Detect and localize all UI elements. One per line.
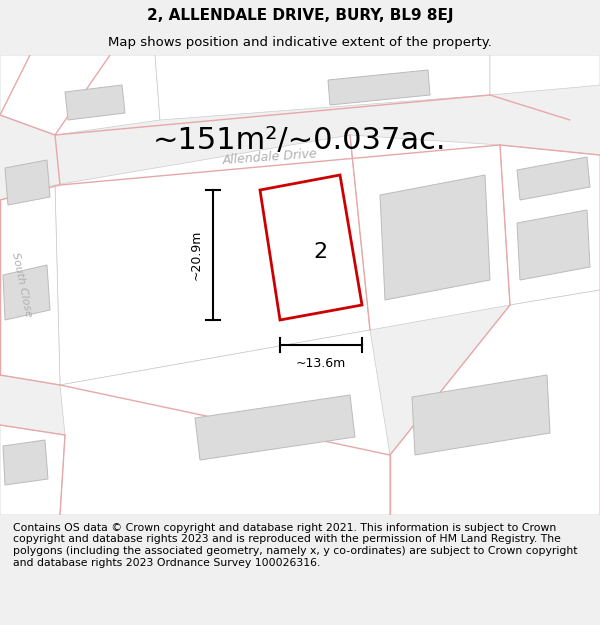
Polygon shape [3, 440, 48, 485]
Text: 2, ALLENDALE DRIVE, BURY, BL9 8EJ: 2, ALLENDALE DRIVE, BURY, BL9 8EJ [147, 8, 453, 23]
Polygon shape [3, 265, 50, 320]
Polygon shape [5, 160, 50, 205]
Polygon shape [517, 157, 590, 200]
Text: ~151m²/~0.037ac.: ~151m²/~0.037ac. [153, 126, 447, 154]
Polygon shape [350, 135, 510, 330]
Polygon shape [195, 395, 355, 460]
Polygon shape [60, 330, 390, 515]
Polygon shape [380, 175, 490, 300]
Text: ~13.6m: ~13.6m [296, 357, 346, 370]
Text: Allendale Drive: Allendale Drive [222, 148, 318, 167]
Text: ~20.9m: ~20.9m [190, 230, 203, 280]
Text: 2: 2 [313, 242, 328, 262]
Polygon shape [500, 145, 600, 305]
Polygon shape [0, 185, 60, 385]
Polygon shape [55, 135, 370, 385]
Polygon shape [517, 210, 590, 280]
Polygon shape [328, 70, 430, 105]
Polygon shape [390, 290, 600, 515]
Polygon shape [65, 85, 125, 120]
Polygon shape [490, 55, 600, 95]
Polygon shape [412, 375, 550, 455]
Text: Map shows position and indicative extent of the property.: Map shows position and indicative extent… [108, 36, 492, 49]
Polygon shape [0, 425, 65, 515]
Text: Contains OS data © Crown copyright and database right 2021. This information is : Contains OS data © Crown copyright and d… [13, 522, 578, 568]
Text: South Close: South Close [10, 252, 34, 318]
Polygon shape [0, 55, 160, 135]
Polygon shape [155, 55, 490, 120]
